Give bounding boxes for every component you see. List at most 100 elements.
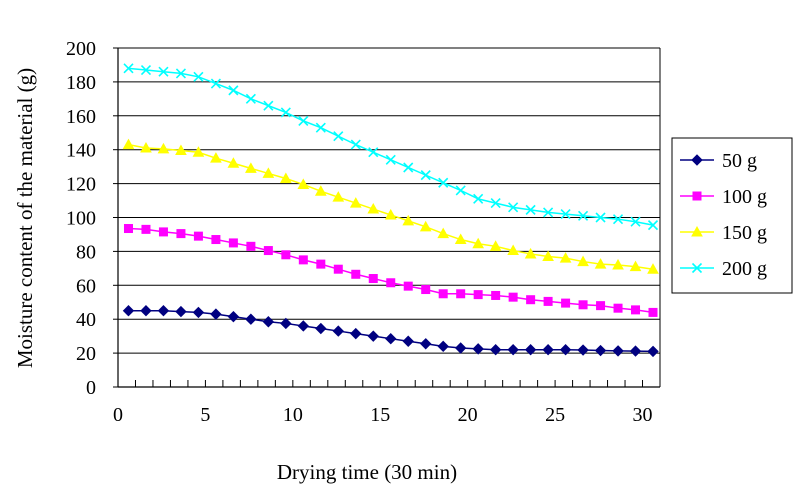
- series-50g-point-6-shape: [227, 310, 240, 323]
- series-50g-point-14: [367, 330, 379, 342]
- series-150g-point-15: [384, 208, 397, 220]
- series-150g-point-19-shape: [454, 233, 467, 245]
- series-50g-point-29: [629, 345, 642, 357]
- series-150g-point-21: [489, 240, 502, 251]
- series-150g-point-20-shape: [472, 237, 485, 249]
- series-200g-point-2: [158, 66, 169, 77]
- series-100g-point-5-shape: [211, 235, 221, 245]
- series-200g-point-3: [175, 68, 187, 79]
- series-200g-point-9-stroke-b: [280, 107, 291, 118]
- series-50g-point-3-shape: [175, 305, 187, 318]
- series-150g-point-0-shape: [122, 138, 135, 150]
- series-200g-point-5-stroke-b: [210, 78, 221, 89]
- x-tick-label-10: 10: [283, 404, 303, 426]
- series-100g-point-4-shape: [193, 231, 203, 241]
- series-100g-point-13-shape: [351, 269, 361, 279]
- series-150g-point-3-shape: [175, 144, 187, 156]
- series-150g-point-9-shape: [279, 172, 292, 184]
- series-100g-point-24-shape: [543, 296, 553, 306]
- series-100g-point-29: [631, 305, 641, 315]
- legend-marker-1-shape: [692, 191, 702, 201]
- series-200g-point-10: [298, 115, 309, 126]
- series-200g-point-29-stroke-b: [630, 216, 641, 227]
- series-200g-point-28-stroke-b: [612, 214, 624, 225]
- series-150g-point-24-shape: [542, 250, 554, 261]
- series-200g-point-28: [612, 214, 624, 225]
- series-100g-point-17-shape: [421, 285, 431, 295]
- series-200g-point-24: [543, 207, 554, 218]
- series-200g-point-30: [647, 220, 659, 231]
- series-50g-point-4-shape: [192, 306, 205, 319]
- series-150g-point-2: [157, 142, 170, 154]
- series-50g-point-5-shape: [210, 308, 222, 320]
- series-150g-point-23-shape: [524, 247, 537, 259]
- series-50g-point-24-shape: [542, 344, 554, 356]
- series-100g-point-30-shape: [648, 307, 658, 317]
- series-50g-point-25: [559, 344, 572, 356]
- series-50g: [122, 305, 659, 358]
- series-150g-point-18: [437, 227, 450, 239]
- series-100g-point-0: [123, 224, 133, 234]
- series-50g-point-10-shape: [297, 320, 310, 332]
- series-100g-point-10-shape: [298, 255, 308, 265]
- series-50g-point-13-shape: [350, 327, 362, 340]
- series-100g-point-26-shape: [578, 300, 588, 310]
- series-50g-point-8: [262, 316, 275, 328]
- series-150g-point-10-shape: [297, 178, 310, 189]
- series-50g-point-0-shape: [122, 305, 135, 317]
- series-100g-point-8: [263, 246, 273, 256]
- series-50g-point-23: [524, 344, 537, 356]
- series-150g-point-27: [594, 258, 607, 269]
- series-100g-point-6-shape: [228, 238, 238, 248]
- series-150g-point-2-shape: [157, 142, 170, 154]
- series-50g-point-7-shape: [245, 313, 257, 325]
- series-150g-point-14: [367, 202, 380, 214]
- series-100g: [123, 224, 658, 317]
- series-100g-point-16-shape: [403, 281, 413, 291]
- series-100g-point-12-shape: [333, 264, 343, 274]
- series-200g-point-20-stroke-b: [473, 193, 484, 204]
- legend-label-3: 200 g: [722, 258, 767, 280]
- series-200g-point-21-stroke-b: [490, 198, 501, 209]
- series-50g-point-5: [210, 308, 222, 320]
- series-100g-point-21-shape: [491, 290, 501, 300]
- series-200g-point-17: [420, 170, 431, 181]
- series-100g-point-15: [386, 278, 396, 288]
- series-200g-point-23: [525, 204, 536, 215]
- legend-marker-0: [691, 154, 703, 166]
- series-200g-point-24-stroke-b: [543, 207, 554, 218]
- series-200g-point-26: [578, 210, 589, 221]
- series-50g-point-4: [192, 306, 205, 319]
- series-150g-point-22: [507, 244, 519, 256]
- series-100g-point-3: [176, 229, 186, 239]
- series-100g-point-21: [491, 290, 501, 300]
- series-50g-point-21-shape: [489, 344, 502, 356]
- series-100g-point-26: [578, 300, 588, 310]
- series-200g-point-8-stroke-b: [263, 100, 274, 111]
- series-150g-point-12-shape: [332, 191, 345, 202]
- legend-label-1: 100 g: [722, 186, 767, 208]
- series-100g-point-14: [368, 274, 378, 284]
- series-200g-point-17-stroke-b: [420, 170, 431, 181]
- series-100g-point-15-shape: [386, 278, 396, 288]
- series-100g-point-30: [648, 307, 658, 317]
- series-50g-point-22: [507, 344, 519, 356]
- legend: 50 g 100 g 150 g 200 g: [671, 137, 793, 294]
- series-200g-point-4: [193, 71, 204, 82]
- series-150g-point-7: [245, 162, 257, 173]
- series-150g-point-3: [175, 144, 187, 156]
- series-50g-point-16-shape: [402, 335, 414, 347]
- series-150g-point-5: [210, 152, 222, 163]
- series-50g-point-17-shape: [420, 338, 432, 350]
- series-100g-point-24: [543, 296, 553, 306]
- series-200g-point-23-stroke-b: [525, 204, 536, 215]
- legend-entry-100g: 100 g: [680, 186, 767, 208]
- series-200g-point-30-stroke-b: [647, 220, 659, 231]
- series-150g-point-25-shape: [559, 252, 572, 263]
- series-50g-point-28: [612, 345, 624, 357]
- series-50g-point-28-shape: [612, 345, 624, 357]
- x-tick-label-0: 0: [113, 404, 123, 426]
- series-150g-point-13: [349, 197, 362, 208]
- series-100g-point-11-shape: [316, 259, 326, 269]
- series-150g: [122, 138, 659, 274]
